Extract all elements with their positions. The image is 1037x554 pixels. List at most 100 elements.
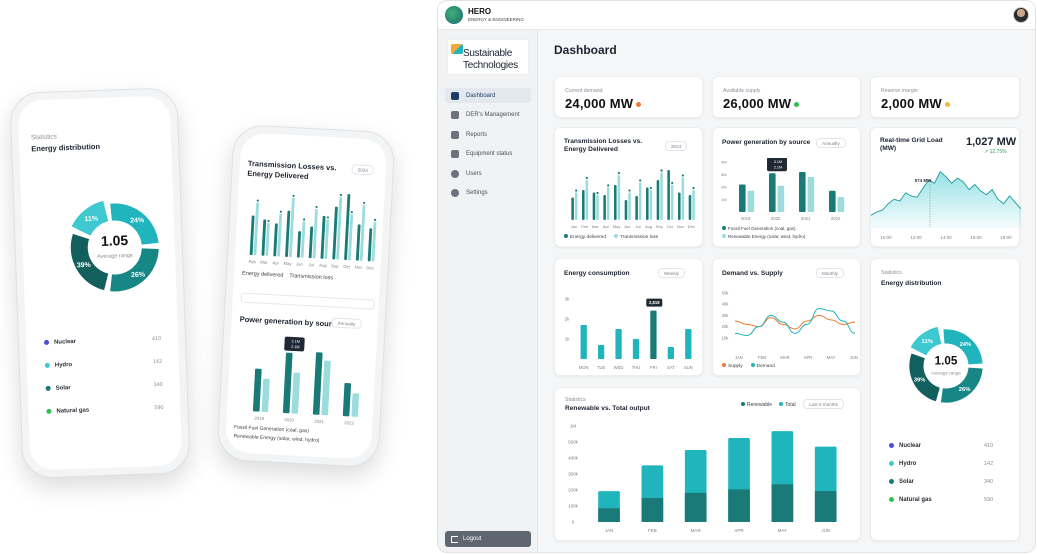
sidebar-item-settings[interactable]: Settings <box>445 186 531 201</box>
sidebar-item-equipment-status[interactable]: Equipment status <box>445 147 531 162</box>
month-tick-label: Mar <box>260 260 268 265</box>
renewable-total-title: Renewable vs. Total output <box>565 405 650 412</box>
y-tick-label: 500k <box>568 440 579 445</box>
peak-label: 574 MW <box>915 178 933 183</box>
status-dot <box>944 102 950 108</box>
donut-slice-label: 11% <box>84 216 99 223</box>
bar-energy-delivered <box>667 170 670 220</box>
donut-center-value: 1.05 <box>935 354 958 367</box>
time-tick-label: 16:00 <box>970 235 982 240</box>
legend-item-natural-gas: Natural gas <box>889 497 932 503</box>
statistics-label: Statistics <box>881 270 902 276</box>
logout-button[interactable]: Logout <box>445 531 531 547</box>
time-tick-label: 14:00 <box>940 235 952 240</box>
y-tick-label: 10k <box>722 335 730 340</box>
donut-center-label: Average range <box>97 253 133 260</box>
weekly-filter[interactable]: Weekly <box>658 268 685 278</box>
phone-powergen-legend-2: Renewable Energy (solar, wind, hydro) <box>233 433 320 444</box>
y-tick-label: 1M <box>721 197 727 202</box>
month-tick-label: Mar <box>592 224 600 229</box>
bar-energy-delivered <box>355 224 361 261</box>
top-bar: HERO ENERGY & ENGINEERING <box>438 1 1035 30</box>
bar-energy-delivered <box>614 185 617 220</box>
month-tick-label: Sep <box>331 263 339 268</box>
phone-year-filter[interactable]: 2024 <box>351 164 375 176</box>
bar-dot-marker <box>575 189 578 192</box>
donut-slice-label: 39% <box>914 378 926 384</box>
month-tick-label: Jun <box>624 224 630 229</box>
bar-renewable <box>598 508 620 522</box>
users-icon <box>451 169 459 178</box>
y-tick-label: 30k <box>722 313 730 318</box>
document-icon <box>451 130 459 139</box>
bar-renewable <box>291 372 301 414</box>
bar-renewable <box>814 491 837 522</box>
sidebar-item-dashboard[interactable]: Dashboard <box>445 88 531 103</box>
bar-renewable <box>771 484 794 522</box>
y-tick-label: 3M <box>721 172 727 177</box>
bar-renewable <box>321 360 331 416</box>
bar-dot-marker <box>279 210 282 213</box>
legend-transmission-loss: Transmission loss <box>289 273 334 282</box>
bar-fossil-fuel <box>252 368 262 412</box>
bar-fossil-fuel <box>282 352 293 414</box>
bar-energy-delivered <box>592 192 596 220</box>
bar-energy-delivered <box>249 215 255 256</box>
period-filter[interactable]: Last 6 months <box>803 399 844 409</box>
bar-dot-marker <box>671 181 674 185</box>
demand-supply-card: Demand vs. Supply Monthly 10k 20k 30k 40k 50… <box>712 258 861 376</box>
legend-item-hydro: Hydro <box>44 362 72 369</box>
day-tick-label: THU <box>632 365 641 370</box>
legend-dot <box>43 339 50 345</box>
bar-transmission-loss <box>336 196 343 260</box>
donut-slice <box>70 233 109 291</box>
tooltip-box <box>284 336 305 352</box>
apps-icon <box>451 150 459 158</box>
sidebar-item-der-s-management[interactable]: DER's Management <box>445 108 531 123</box>
legend-label: Natural gas <box>899 497 932 504</box>
trend-up-icon: ↗ <box>984 149 990 155</box>
month-tick-label: Sep <box>656 224 664 229</box>
bar-transmission-loss <box>628 192 631 220</box>
bar-dot-marker <box>617 171 620 175</box>
phone-annual-filter[interactable]: Annually <box>331 317 362 329</box>
bar-energy-delivered <box>320 215 326 259</box>
tooltip-value: 3.1M <box>774 160 782 164</box>
month-tick-label: Oct <box>667 224 674 229</box>
donut-slice <box>910 326 942 356</box>
bar-dot-marker <box>692 186 695 190</box>
hero-logo-icon <box>445 6 463 24</box>
annual-filter[interactable]: Annually <box>816 138 846 148</box>
y-tick-label: 50k <box>722 291 730 296</box>
legend-label: Solar <box>55 385 71 392</box>
bar-transmission-loss <box>692 190 695 220</box>
bar-transmission-loss <box>300 221 306 258</box>
time-tick-label: 18:00 <box>1000 235 1012 240</box>
month-tick-label: Apr <box>272 260 279 265</box>
monthly-filter[interactable]: Monthly <box>816 268 845 278</box>
legend-value: 590 <box>984 497 994 503</box>
bar-fossil-fuel <box>342 383 352 417</box>
sidebar-item-users[interactable]: Users <box>445 166 531 181</box>
sidebar: Sustainable Technologies Dashboard DER's … <box>438 30 538 552</box>
renewable-total-card: Statistics Renewable vs. Total output Re… <box>554 387 861 541</box>
phone-divider <box>240 292 375 310</box>
legend-item-nuclear: Nuclear <box>889 443 921 449</box>
phone-powergen-legend-1: Fossil Fuel Generation (coal, gas) <box>233 424 310 435</box>
sidebar-item-label: Settings <box>466 190 488 196</box>
month-tick-label: JUN <box>821 528 830 533</box>
tooltip-box <box>767 158 787 172</box>
brand-name: HERO <box>468 7 492 16</box>
legend-item-natural-gas: Natural gas <box>46 407 89 415</box>
year-filter[interactable]: 2024 <box>665 141 688 151</box>
sidebar-item-reports[interactable]: Reports <box>445 127 531 142</box>
bar-transmission-loss <box>265 222 270 256</box>
month-tick-label: Dec <box>366 265 374 270</box>
day-tick-label: MON <box>579 365 589 370</box>
month-tick-label: Aug <box>645 224 652 229</box>
demand-supply-title: Demand vs. Supply <box>722 270 783 277</box>
day-tick-label: WED <box>614 365 624 370</box>
energy-legend: Nuclear 410 Hydro 142 Solar 340 Natural gas 590 <box>18 95 170 415</box>
user-avatar[interactable] <box>1013 7 1029 23</box>
legend-value: 410 <box>151 335 162 343</box>
